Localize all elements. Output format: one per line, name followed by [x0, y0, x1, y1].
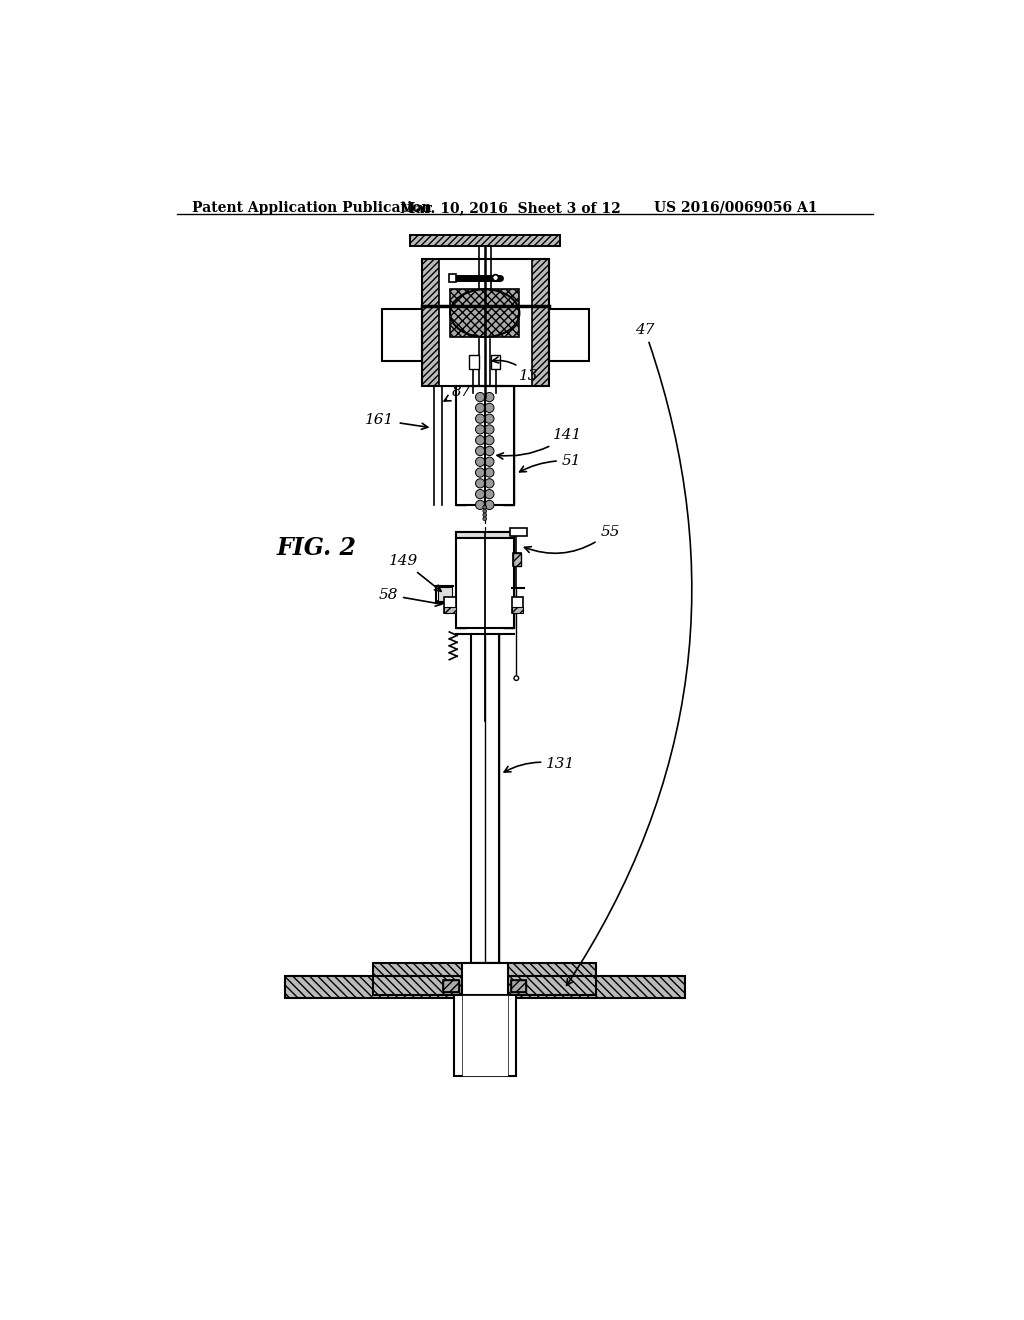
Bar — [450, 275, 456, 281]
Circle shape — [475, 414, 484, 424]
Bar — [444, 607, 456, 612]
Bar — [444, 597, 456, 612]
Bar — [456, 385, 514, 506]
Text: 87: 87 — [444, 384, 471, 401]
Bar — [513, 553, 521, 566]
Circle shape — [484, 436, 494, 445]
Bar — [443, 979, 459, 993]
Bar — [373, 964, 596, 995]
Bar — [462, 995, 508, 1076]
Circle shape — [483, 517, 486, 520]
Text: 55: 55 — [524, 525, 620, 553]
Bar — [285, 977, 685, 998]
Bar — [471, 635, 478, 964]
Bar — [456, 539, 466, 628]
Bar — [456, 385, 466, 506]
Bar — [490, 355, 500, 368]
Circle shape — [475, 436, 484, 445]
Circle shape — [475, 425, 484, 434]
Bar — [469, 355, 478, 368]
Bar — [382, 309, 422, 360]
Circle shape — [483, 513, 486, 517]
Text: 51: 51 — [519, 454, 582, 471]
Bar — [503, 539, 514, 628]
Circle shape — [475, 446, 484, 455]
Circle shape — [475, 490, 484, 499]
Circle shape — [484, 479, 494, 488]
Circle shape — [475, 479, 484, 488]
Text: US 2016/0069056 A1: US 2016/0069056 A1 — [654, 201, 817, 215]
Circle shape — [484, 425, 494, 434]
Bar — [490, 635, 499, 964]
Circle shape — [483, 510, 486, 513]
Circle shape — [484, 404, 494, 413]
Circle shape — [484, 490, 494, 499]
Bar — [503, 385, 514, 506]
Bar — [454, 995, 515, 1076]
Bar — [382, 350, 422, 360]
Text: 141: 141 — [497, 429, 582, 459]
Text: 161: 161 — [366, 413, 428, 429]
Bar — [512, 597, 523, 612]
Circle shape — [484, 414, 494, 424]
Bar — [471, 635, 499, 964]
Circle shape — [483, 506, 486, 510]
Bar — [422, 259, 549, 385]
Text: Patent Application Publication: Patent Application Publication — [193, 201, 432, 215]
Circle shape — [484, 457, 494, 466]
Bar — [373, 964, 596, 995]
Bar — [511, 979, 526, 993]
Bar — [410, 235, 560, 246]
Circle shape — [484, 446, 494, 455]
Circle shape — [475, 500, 484, 510]
Text: Mar. 10, 2016  Sheet 3 of 12: Mar. 10, 2016 Sheet 3 of 12 — [400, 201, 621, 215]
Circle shape — [475, 404, 484, 413]
Circle shape — [493, 275, 499, 281]
Bar — [531, 259, 549, 385]
Circle shape — [475, 457, 484, 466]
Bar — [512, 607, 523, 612]
Text: FIG. 2: FIG. 2 — [276, 536, 356, 560]
Bar — [549, 350, 589, 360]
Circle shape — [484, 469, 494, 478]
Bar — [285, 977, 685, 998]
Bar — [462, 964, 508, 995]
Bar — [443, 979, 459, 993]
Bar — [438, 587, 452, 601]
Bar — [510, 528, 527, 536]
Bar — [451, 289, 519, 337]
Bar — [382, 309, 422, 319]
Text: 58: 58 — [379, 587, 441, 606]
Circle shape — [484, 500, 494, 510]
Bar — [422, 259, 438, 385]
Bar — [456, 532, 514, 539]
Circle shape — [484, 392, 494, 401]
Text: 13: 13 — [493, 356, 539, 383]
Bar — [513, 553, 521, 566]
Bar — [549, 309, 589, 360]
Text: 149: 149 — [388, 554, 441, 591]
Bar — [511, 979, 526, 993]
Text: 131: 131 — [504, 758, 575, 772]
Circle shape — [475, 469, 484, 478]
Circle shape — [514, 676, 518, 681]
Bar — [549, 309, 589, 319]
Bar — [410, 235, 560, 246]
Bar — [454, 995, 515, 1076]
Text: 47: 47 — [566, 323, 692, 985]
Circle shape — [475, 392, 484, 401]
Bar — [456, 532, 514, 628]
